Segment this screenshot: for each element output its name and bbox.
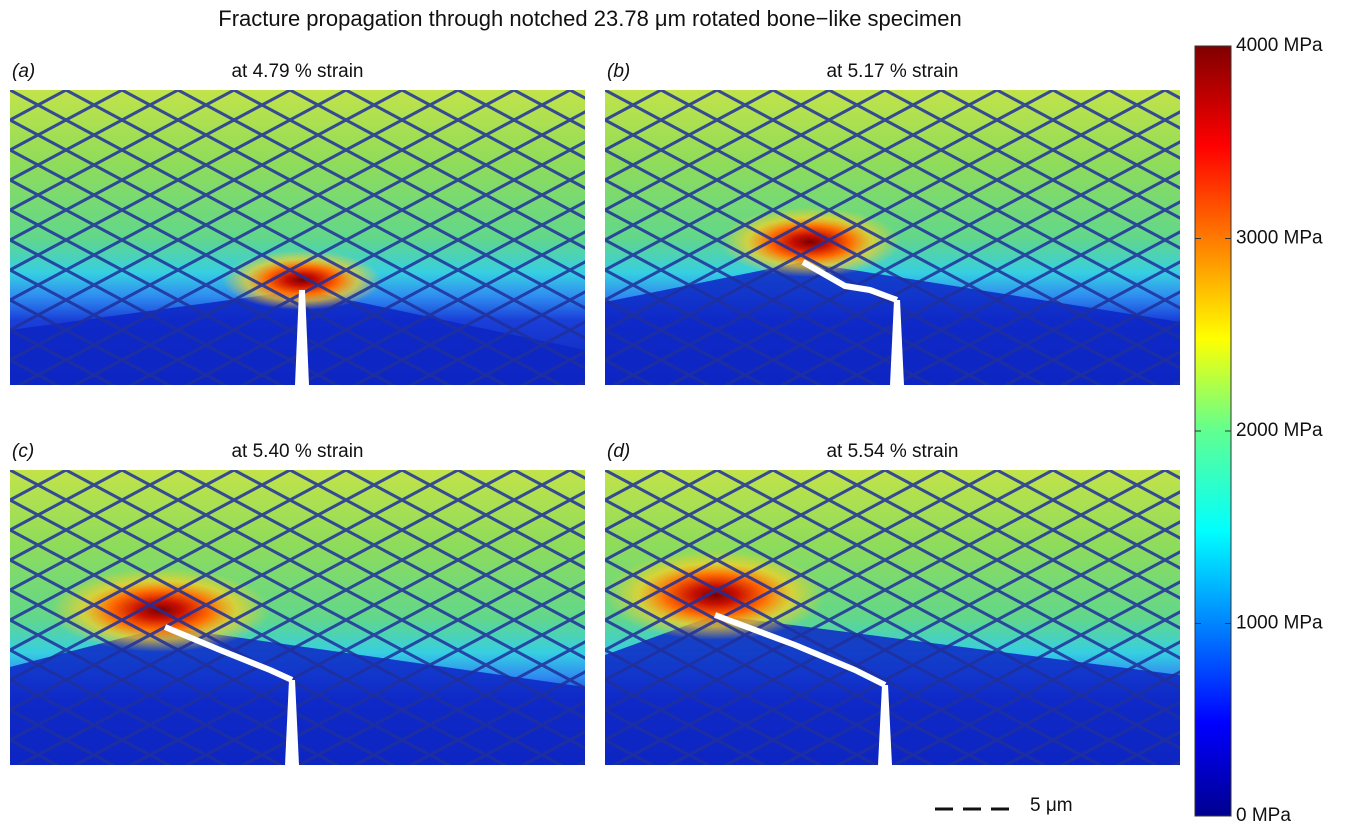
panel: [10, 470, 585, 765]
crack: [801, 259, 899, 303]
lattice: [10, 470, 585, 765]
panel-label: (a): [12, 61, 35, 82]
figure-title: Fracture propagation through notched 23.…: [218, 6, 961, 31]
panel-caption: at 5.54 % strain: [826, 441, 958, 462]
panel-label: (c): [12, 441, 34, 462]
panel: [605, 470, 1180, 765]
colorbar-tick-label: 0 MPa: [1236, 805, 1291, 826]
crack: [163, 624, 294, 683]
notch: [285, 680, 299, 765]
panel: [10, 90, 585, 385]
panel-label: (b): [607, 61, 630, 82]
colorbar-tick-label: 2000 MPa: [1236, 420, 1323, 441]
notch: [878, 685, 892, 765]
scale-bar-label: 5 μm: [1030, 795, 1073, 816]
colorbar-tick-label: 4000 MPa: [1236, 35, 1323, 56]
lattice: [605, 470, 1180, 765]
panel-label: (d): [607, 441, 630, 462]
panel: [605, 90, 1180, 385]
crack: [713, 612, 887, 688]
panel-caption: at 5.40 % strain: [231, 441, 363, 462]
colorbar-tick-label: 1000 MPa: [1236, 613, 1323, 634]
notch: [890, 300, 904, 385]
colorbar-tick-label: 3000 MPa: [1236, 228, 1323, 249]
panel-caption: at 4.79 % strain: [231, 61, 363, 82]
notch: [295, 290, 309, 385]
panel-caption: at 5.17 % strain: [826, 61, 958, 82]
